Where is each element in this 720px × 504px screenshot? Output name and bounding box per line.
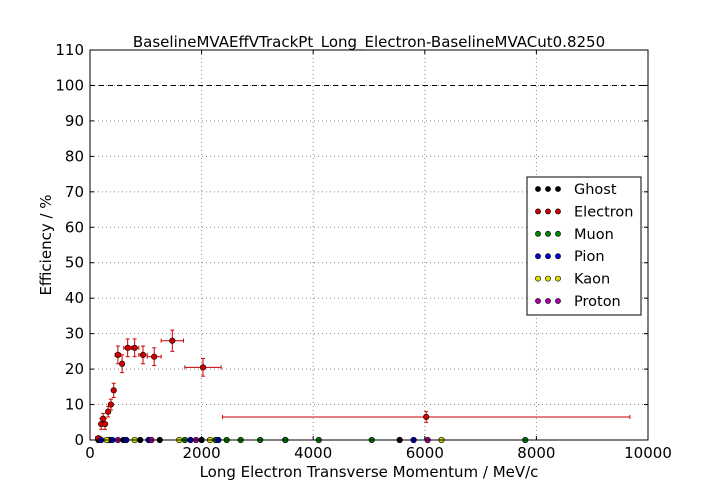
- y-tick-label: 90: [65, 112, 84, 130]
- x-tick-label: 10000: [624, 444, 672, 462]
- y-tick-label: 30: [65, 325, 84, 343]
- kaon-legend-marker: [555, 275, 561, 282]
- legend-label-pion: Pion: [574, 249, 605, 265]
- electron-point: [169, 337, 176, 344]
- legend-label-kaon: Kaon: [574, 272, 610, 288]
- electron-point: [107, 401, 115, 408]
- plot-frame: [89, 49, 649, 441]
- electron-legend-marker: [535, 208, 541, 215]
- y-axis-label: Efficiency / %: [37, 194, 55, 295]
- ghost-legend-marker: [555, 186, 561, 192]
- electron-point: [131, 344, 138, 351]
- legend: Ghost Electron Muon Pion Kaon Proton: [526, 176, 642, 316]
- electron-point: [110, 387, 117, 394]
- x-tick-label: 6000: [406, 444, 444, 462]
- x-tick-label: 4000: [294, 444, 332, 462]
- electron-point: [139, 351, 147, 359]
- legend-label-proton: Proton: [574, 294, 621, 310]
- y-tick-label: 100: [55, 76, 84, 94]
- chart-title: BaselineMVAEffVTrackPt_Long_Electron-Bas…: [133, 33, 605, 52]
- electron-legend-marker: [555, 208, 561, 215]
- electron-point: [423, 413, 430, 421]
- electron-point: [199, 364, 207, 371]
- pion-legend-marker: [535, 253, 541, 260]
- legend-label-muon: Muon: [574, 227, 614, 243]
- kaon-legend-marker: [545, 275, 551, 282]
- electron-legend-marker: [545, 208, 551, 215]
- legend-box: [526, 176, 642, 316]
- electron-point: [151, 353, 158, 360]
- muon-legend-marker: [555, 230, 561, 237]
- x-tick-label: 2000: [183, 444, 221, 462]
- electron-point: [124, 344, 131, 351]
- y-tick-label: 0: [74, 431, 84, 449]
- x-tick-label: 8000: [517, 444, 555, 462]
- muon-legend-marker: [535, 230, 541, 237]
- y-tick-label: 40: [65, 289, 84, 307]
- y-tick-label: 50: [65, 254, 84, 272]
- proton-legend-marker: [545, 298, 551, 304]
- y-tick-label: 10: [65, 396, 84, 414]
- data-points: [95, 329, 631, 444]
- electron-point: [118, 360, 126, 367]
- electron-point: [114, 351, 121, 359]
- pion-legend-marker: [545, 253, 551, 260]
- kaon-legend-marker: [535, 275, 541, 282]
- proton-legend-marker: [555, 298, 561, 304]
- ghost-legend-marker: [545, 186, 551, 192]
- y-tick-label: 60: [65, 218, 84, 236]
- y-tick-label: 110: [55, 41, 84, 59]
- proton-legend-marker: [535, 298, 541, 304]
- electron-point: [101, 420, 109, 428]
- axis-ticks: 0 2000 4000 6000 8000 10000 0 10 20 30 40 50 60 70 80 9…: [55, 41, 672, 462]
- legend-label-ghost: Ghost: [574, 182, 617, 198]
- pion-legend-marker: [555, 253, 561, 260]
- y-tick-label: 20: [65, 360, 84, 378]
- y-tick-label: 70: [65, 183, 84, 201]
- muon-legend-marker: [545, 230, 551, 237]
- y-tick-label: 80: [65, 147, 84, 165]
- ghost-legend-marker: [535, 186, 541, 192]
- x-axis-label: Long Electron Transverse Momentum / MeV/…: [200, 463, 539, 481]
- x-tick-label: 0: [85, 444, 95, 462]
- legend-label-electron: Electron: [574, 204, 633, 220]
